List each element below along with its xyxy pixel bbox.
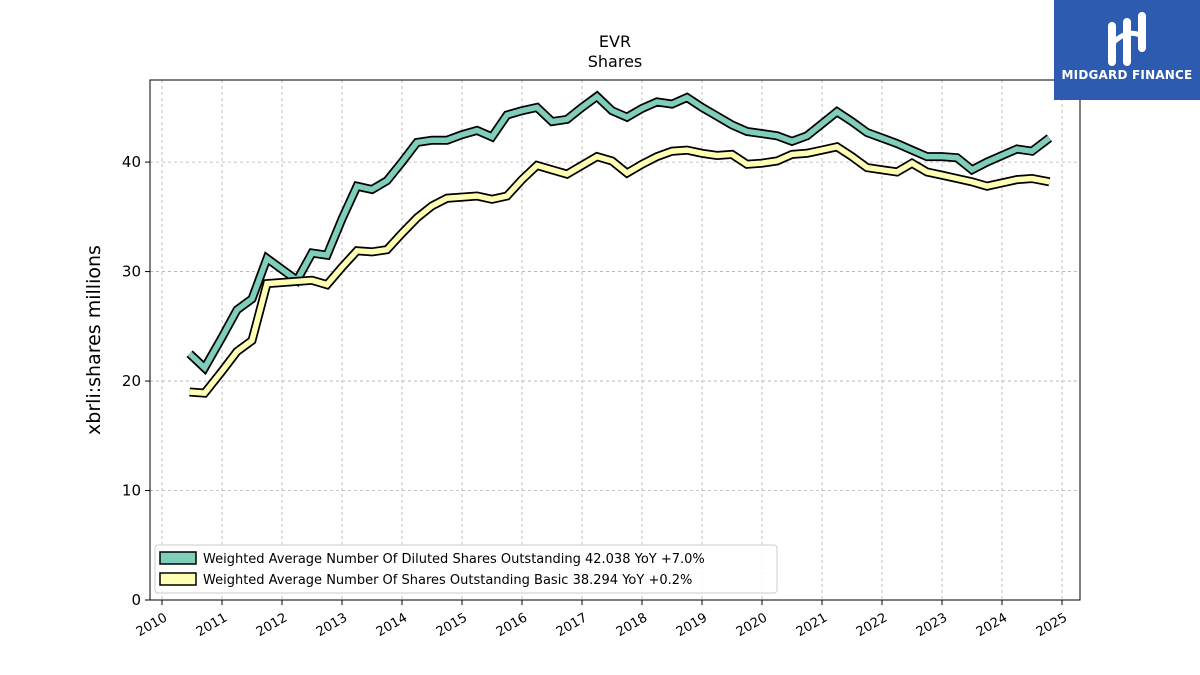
x-tick-label: 2013 — [314, 610, 350, 640]
x-tick-label: 2011 — [194, 610, 230, 640]
legend-label-basic: Weighted Average Number Of Shares Outsta… — [203, 573, 692, 588]
x-axis-ticks: 2010 2011 2012 2013 2014 2015 2016 2017 2018 2019… — [134, 600, 1070, 640]
chart-title: EVR — [599, 32, 631, 51]
y-tick-label: 10 — [122, 482, 141, 500]
x-tick-label: 2022 — [854, 610, 890, 640]
x-tick-label: 2023 — [914, 610, 950, 640]
midgard-finance-logo: MIDGARD FINANCE — [1054, 0, 1200, 100]
x-tick-label: 2021 — [794, 610, 830, 640]
x-tick-label: 2019 — [674, 610, 710, 640]
y-tick-label: 40 — [122, 153, 141, 171]
x-tick-label: 2024 — [974, 610, 1010, 640]
x-tick-label: 2012 — [254, 610, 290, 640]
y-tick-label: 30 — [122, 263, 141, 281]
series-line-0 — [187, 92, 1052, 373]
x-tick-label: 2017 — [554, 610, 590, 640]
y-tick-label: 20 — [122, 372, 141, 390]
series-lines — [186, 90, 1053, 398]
x-tick-label: 2014 — [374, 610, 410, 640]
legend: Weighted Average Number Of Diluted Share… — [154, 544, 778, 594]
x-tick-label: 2010 — [134, 610, 170, 640]
logo-text: MIDGARD FINANCE — [1061, 68, 1193, 82]
series-outline-0 — [186, 90, 1053, 376]
x-tick-label: 2018 — [614, 610, 650, 640]
legend-swatch-basic — [159, 572, 197, 586]
x-tick-label: 2016 — [494, 610, 530, 640]
chart-subtitle: Shares — [588, 52, 643, 71]
legend-label-diluted: Weighted Average Number Of Diluted Share… — [203, 552, 705, 567]
x-tick-label: 2020 — [734, 610, 770, 640]
y-tick-label: 0 — [131, 591, 141, 609]
x-tick-label: 2025 — [1034, 610, 1070, 640]
logo-mark-icon — [1108, 12, 1146, 66]
legend-box — [154, 544, 778, 594]
y-axis-label: xbrli:shares millions — [83, 245, 105, 435]
series-line-1 — [189, 143, 1050, 396]
plot-frame — [149, 79, 1081, 601]
y-axis-ticks: 0 10 20 30 40 — [122, 153, 150, 609]
series-outline-1 — [189, 141, 1051, 398]
x-tick-label: 2015 — [434, 610, 470, 640]
legend-swatch-diluted — [159, 551, 197, 565]
